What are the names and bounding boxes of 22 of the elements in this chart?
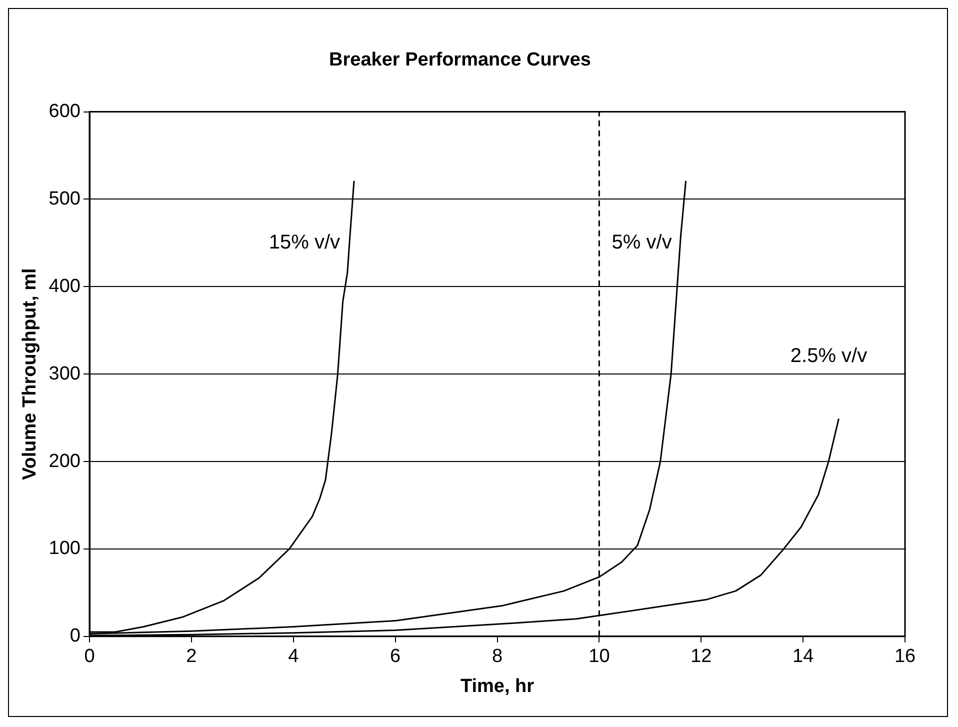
y-tick-label: 600 [48, 101, 80, 122]
y-tick-label: 200 [48, 450, 80, 472]
y-axis-title: Volume Throughput, ml [20, 268, 41, 480]
x-tick-label: 14 [792, 646, 814, 668]
y-tick-label: 100 [48, 538, 80, 560]
y-tick-label: 500 [48, 188, 80, 210]
series-label: 15% v/v [268, 231, 340, 254]
x-axis-title: Time, hr [460, 676, 535, 697]
x-tick-label: 10 [588, 646, 610, 668]
y-tick-label: 0 [70, 626, 80, 647]
y-tick-label: 400 [48, 276, 80, 297]
x-tick-label: 12 [690, 646, 712, 668]
x-tick-label: 4 [288, 646, 300, 668]
text: 2.5% v/v [790, 345, 868, 368]
x-tick-label: 0 [84, 646, 95, 668]
x-tick-label: 8 [492, 646, 503, 668]
x-tick-label: 16 [894, 646, 916, 668]
chart-title: Breaker Performance Curves [329, 50, 591, 71]
series-label: 5% v/v [612, 231, 672, 254]
x-tick-label: 2 [186, 646, 197, 668]
y-tick-label: 300 [48, 363, 80, 384]
x-tick-label: 6 [390, 646, 401, 668]
